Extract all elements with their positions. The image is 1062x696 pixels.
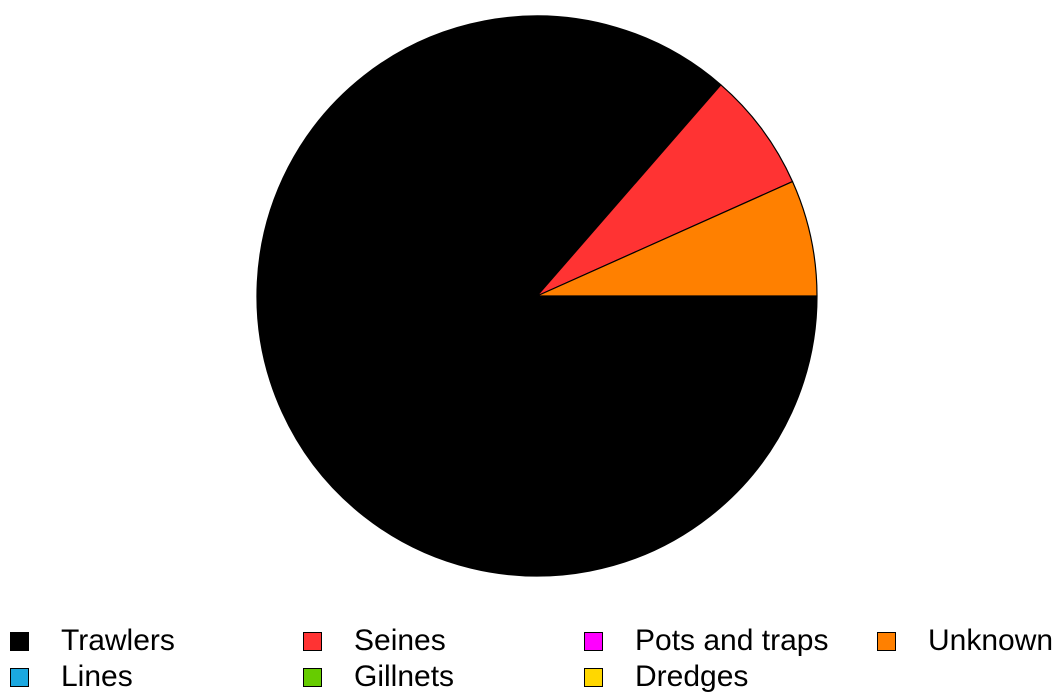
legend-swatch-dredges xyxy=(584,667,603,687)
legend-label-gillnets: Gillnets xyxy=(354,660,455,693)
legend-label-dredges: Dredges xyxy=(635,660,749,693)
legend-item-pots-and-traps: Pots and traps xyxy=(584,624,828,658)
legend-item-lines: Lines xyxy=(10,660,133,694)
pie-slice-seines xyxy=(536,84,794,297)
legend-swatch-gillnets xyxy=(303,667,322,687)
legend-label-unknown: Unknown xyxy=(928,624,1054,657)
legend-swatch-lines xyxy=(10,667,29,687)
legend: Trawlers Seines Pots and traps Unknown L… xyxy=(0,624,1062,696)
legend-swatch-trawlers xyxy=(10,631,29,651)
legend-label-seines: Seines xyxy=(354,624,446,657)
legend-label-lines: Lines xyxy=(61,660,133,693)
legend-label-trawlers: Trawlers xyxy=(61,624,175,657)
pie-chart xyxy=(256,15,818,577)
legend-label-pots-and-traps: Pots and traps xyxy=(635,624,829,657)
legend-item-unknown: Unknown xyxy=(877,624,1053,658)
legend-item-gillnets: Gillnets xyxy=(303,660,454,694)
legend-item-dredges: Dredges xyxy=(584,660,748,694)
legend-swatch-unknown xyxy=(877,631,896,651)
legend-swatch-seines xyxy=(303,631,322,651)
legend-item-seines: Seines xyxy=(303,624,446,658)
legend-item-trawlers: Trawlers xyxy=(10,624,175,658)
pie-slice-unknown xyxy=(536,180,818,297)
legend-swatch-pots-and-traps xyxy=(584,631,603,651)
